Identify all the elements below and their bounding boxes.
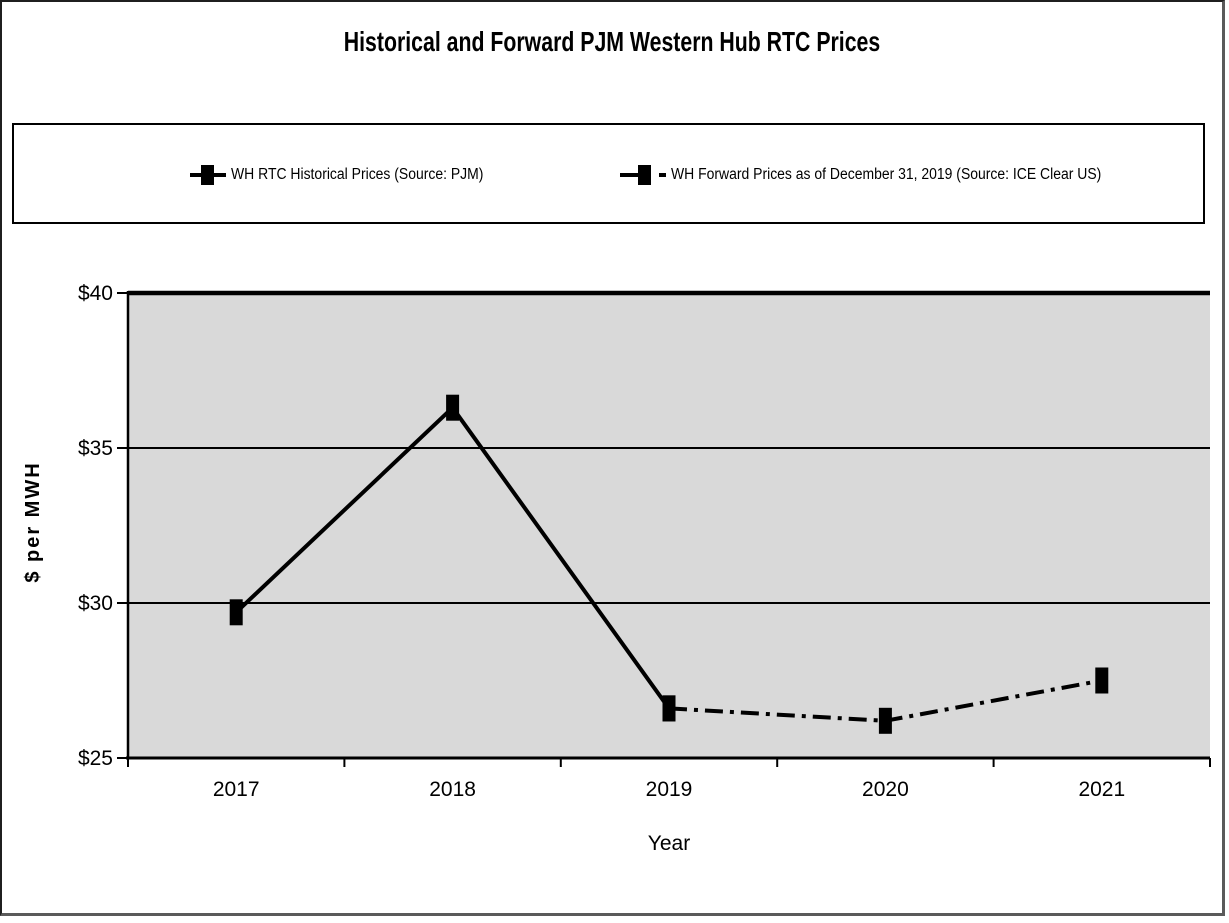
legend-line-segment [620,173,640,177]
x-tick-label: 2017 [213,778,260,801]
legend-item-historical: WH RTC Historical Prices (Source: PJM) [190,161,511,189]
chart-title: Historical and Forward PJM Western Hub R… [343,26,881,57]
x-tick-label: 2021 [1078,778,1125,801]
y-tick-label: $25 [78,747,113,770]
data-point-marker [878,707,892,734]
legend-marker-square [638,165,651,185]
y-tick-label: $40 [78,282,113,305]
y-tick-label: $30 [78,592,113,615]
data-point-marker [1095,667,1109,694]
legend-line-sample-dash-dot [620,161,666,189]
data-point-marker [229,599,243,626]
y-tick-label: $35 [78,437,113,460]
legend-marker-square [201,165,214,185]
x-tick-label: 2018 [429,778,476,801]
x-tick-label: 2019 [646,778,693,801]
legend-line-segment [659,173,666,177]
legend-box: WH RTC Historical Prices (Source: PJM) W… [12,123,1205,224]
legend-label-historical: WH RTC Historical Prices (Source: PJM) [231,166,484,183]
plot-area [128,293,1210,758]
legend-line-sample-solid [190,161,226,189]
data-point-marker [662,695,676,722]
data-point-marker [446,394,460,421]
y-axis-title: $ per MWH [22,461,44,583]
x-tick-label: 2020 [862,778,909,801]
x-axis-title: Year [647,832,691,855]
legend-item-forward: WH Forward Prices as of December 31, 201… [620,161,1149,189]
legend-label-forward: WH Forward Prices as of December 31, 201… [671,166,1102,183]
